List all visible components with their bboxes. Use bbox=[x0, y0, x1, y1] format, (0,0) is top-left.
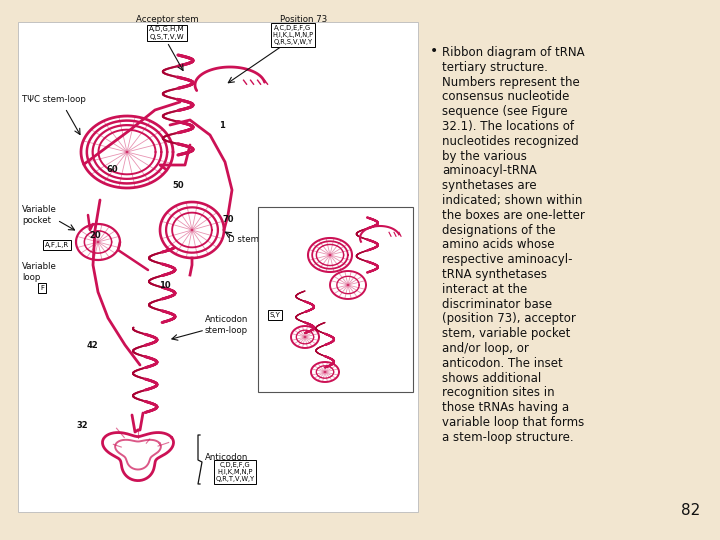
Text: 70: 70 bbox=[222, 215, 234, 225]
Text: respective aminoacyl-: respective aminoacyl- bbox=[442, 253, 572, 266]
Text: Ribbon diagram of tRNA: Ribbon diagram of tRNA bbox=[442, 46, 585, 59]
Text: amino acids whose: amino acids whose bbox=[442, 238, 554, 252]
Text: D stem-loop: D stem-loop bbox=[228, 235, 281, 245]
Text: Acceptor stem: Acceptor stem bbox=[135, 15, 198, 24]
Text: •: • bbox=[430, 44, 438, 58]
Text: Anticodon: Anticodon bbox=[205, 454, 248, 462]
Text: A,D,G,H,M
Q,S,T,V,W: A,D,G,H,M Q,S,T,V,W bbox=[149, 26, 185, 39]
Text: 32: 32 bbox=[76, 421, 88, 429]
Text: indicated; shown within: indicated; shown within bbox=[442, 194, 582, 207]
Text: discriminator base: discriminator base bbox=[442, 298, 552, 310]
Text: those tRNAs having a: those tRNAs having a bbox=[442, 401, 569, 414]
Text: sequence (see Figure: sequence (see Figure bbox=[442, 105, 567, 118]
Text: TΨC stem-loop: TΨC stem-loop bbox=[22, 96, 86, 105]
Text: Variable
loop: Variable loop bbox=[22, 262, 57, 282]
Text: interact at the: interact at the bbox=[442, 283, 527, 296]
Text: aminoacyl-tRNA: aminoacyl-tRNA bbox=[442, 164, 536, 178]
Text: synthetases are: synthetases are bbox=[442, 179, 536, 192]
FancyBboxPatch shape bbox=[258, 207, 413, 392]
Text: 20: 20 bbox=[89, 231, 101, 240]
Text: nucleotides recognized: nucleotides recognized bbox=[442, 135, 579, 148]
Text: designations of the: designations of the bbox=[442, 224, 556, 237]
Text: 32.1). The locations of: 32.1). The locations of bbox=[442, 120, 574, 133]
Text: a stem-loop structure.: a stem-loop structure. bbox=[442, 431, 574, 444]
Text: Variable
stem-loop: Variable stem-loop bbox=[263, 282, 302, 302]
Text: (position 73), acceptor: (position 73), acceptor bbox=[442, 313, 576, 326]
Text: 42: 42 bbox=[86, 341, 98, 349]
Text: anticodon. The inset: anticodon. The inset bbox=[442, 357, 563, 370]
Text: tertiary structure.: tertiary structure. bbox=[442, 61, 548, 74]
Text: C,D,E,F,G
H,I,K,M,N,P
Q,R,T,V,W,Y: C,D,E,F,G H,I,K,M,N,P Q,R,T,V,W,Y bbox=[215, 462, 255, 482]
FancyBboxPatch shape bbox=[18, 22, 418, 512]
Text: S,Y: S,Y bbox=[269, 312, 280, 318]
Text: shows additional: shows additional bbox=[442, 372, 541, 384]
Text: 50: 50 bbox=[172, 180, 184, 190]
Text: 1: 1 bbox=[219, 120, 225, 130]
Text: Variable
pocket: Variable pocket bbox=[22, 205, 57, 225]
Text: recognition sites in: recognition sites in bbox=[442, 387, 554, 400]
Text: A,C,D,E,F,G
H,I,K,L,M,N,P
Q,R,S,V,W,Y: A,C,D,E,F,G H,I,K,L,M,N,P Q,R,S,V,W,Y bbox=[272, 25, 314, 45]
Text: Anticodon
stem-loop: Anticodon stem-loop bbox=[205, 315, 248, 335]
Text: tRNA synthetases: tRNA synthetases bbox=[442, 268, 547, 281]
Text: and/or loop, or: and/or loop, or bbox=[442, 342, 529, 355]
Text: the boxes are one-letter: the boxes are one-letter bbox=[442, 209, 585, 222]
Text: F: F bbox=[40, 285, 44, 291]
Text: 10: 10 bbox=[159, 280, 171, 289]
Text: 82: 82 bbox=[680, 503, 700, 518]
Text: by the various: by the various bbox=[442, 150, 527, 163]
Text: stem, variable pocket: stem, variable pocket bbox=[442, 327, 570, 340]
Text: 60: 60 bbox=[106, 165, 118, 174]
Text: Numbers represent the: Numbers represent the bbox=[442, 76, 580, 89]
Text: A,F,L,R: A,F,L,R bbox=[45, 242, 69, 248]
Text: consensus nucleotide: consensus nucleotide bbox=[442, 90, 570, 103]
Text: Position 73: Position 73 bbox=[280, 15, 328, 24]
Text: variable loop that forms: variable loop that forms bbox=[442, 416, 584, 429]
